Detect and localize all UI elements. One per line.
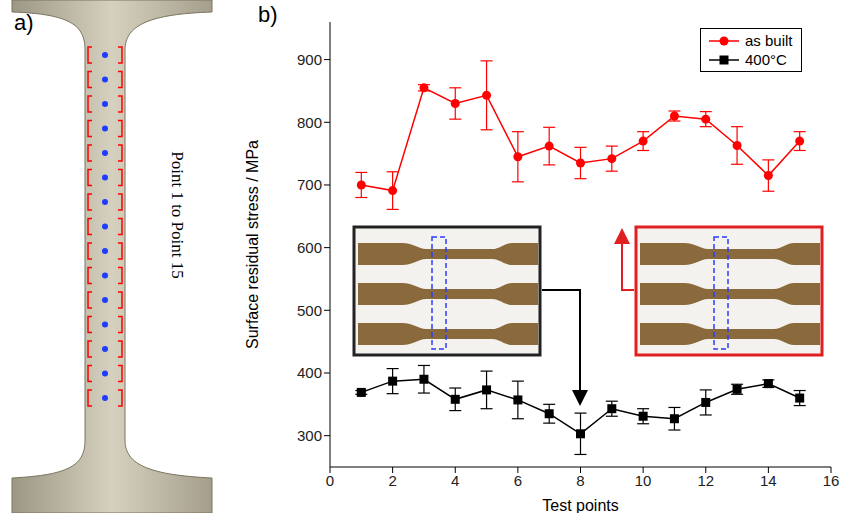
svg-text:8: 8: [576, 472, 584, 489]
svg-text:4: 4: [451, 472, 459, 489]
svg-text:14: 14: [760, 472, 777, 489]
svg-text:0: 0: [326, 472, 334, 489]
html-text:400°C: 400°C: [745, 51, 787, 68]
svg-text:400: 400: [297, 364, 322, 381]
svg-text:Test points: Test points: [542, 497, 618, 513]
svg-text:600: 600: [297, 239, 322, 256]
svg-text:16: 16: [823, 472, 840, 489]
html-text:b): b): [258, 2, 278, 27]
svg-text:500: 500: [297, 302, 322, 319]
svg-text:10: 10: [635, 472, 652, 489]
svg-text:2: 2: [388, 472, 396, 489]
svg-text:6: 6: [514, 472, 522, 489]
svg-text:700: 700: [297, 176, 322, 193]
svg-text:900: 900: [297, 51, 322, 68]
svg-text:Surface residual stress / MPa: Surface residual stress / MPa: [244, 140, 261, 349]
svg-text:Point 1 to Point 15: Point 1 to Point 15: [168, 151, 187, 279]
html-text:as built: as built: [745, 32, 793, 49]
svg-text:12: 12: [697, 472, 714, 489]
svg-text:300: 300: [297, 427, 322, 444]
svg-text:a): a): [14, 10, 34, 35]
svg-text:800: 800: [297, 114, 322, 131]
